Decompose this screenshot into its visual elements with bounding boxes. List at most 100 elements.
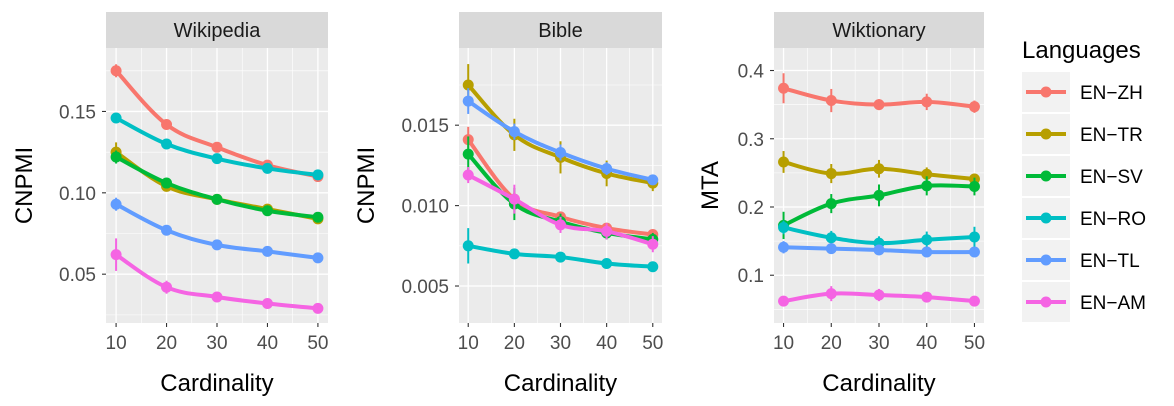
- legend-label: EN−TR: [1080, 125, 1143, 146]
- data-point: [161, 118, 173, 130]
- x-tick-label: 10: [458, 333, 479, 354]
- data-point: [647, 238, 659, 250]
- legend-item-en-am: EN−AM: [1022, 282, 1146, 322]
- legend-label: EN−AM: [1080, 293, 1146, 314]
- data-point: [312, 252, 324, 264]
- data-point: [873, 244, 885, 256]
- series-en-tl: [110, 197, 324, 264]
- series-en-ro: [110, 112, 324, 181]
- y-tick-label: 0.015: [401, 116, 449, 137]
- x-tick-label: 50: [964, 333, 985, 354]
- data-point: [110, 151, 122, 163]
- data-point: [161, 281, 173, 293]
- legend-key-point: [1040, 296, 1052, 308]
- data-point: [211, 239, 223, 251]
- y-tick-label: 0.005: [401, 277, 449, 298]
- data-point: [921, 180, 933, 192]
- data-point: [555, 219, 566, 231]
- legend-label: EN−TL: [1080, 251, 1140, 272]
- x-axis-title: Cardinality: [504, 370, 617, 397]
- data-point: [601, 225, 613, 237]
- data-point: [601, 257, 613, 269]
- data-point: [110, 249, 122, 261]
- legend-key-point: [1040, 128, 1052, 140]
- x-tick-label: 40: [596, 333, 617, 354]
- data-point: [825, 288, 837, 300]
- data-point: [825, 243, 837, 255]
- x-tick-label: 20: [504, 333, 525, 354]
- data-point: [211, 141, 223, 153]
- panel-wikipedia: Wikipedia 0.05 0.10 0.15 10 20 30 40 50 Cardinali…: [11, 12, 328, 397]
- data-point: [921, 291, 933, 303]
- data-point: [968, 246, 980, 258]
- data-point: [647, 174, 659, 186]
- facet-strip: [774, 12, 984, 48]
- y-tick-label: 0.05: [59, 265, 96, 286]
- facet-title: Wikipedia: [174, 20, 262, 42]
- x-tick-label: 20: [156, 333, 177, 354]
- data-point: [462, 148, 474, 160]
- facet-title: Bible: [538, 20, 582, 42]
- legend: Languages EN−ZH EN−TR EN−SV EN−RO EN−TL EN−AM: [1022, 37, 1146, 322]
- data-point: [462, 79, 474, 91]
- y-tick-label: 0.2: [738, 198, 764, 219]
- x-tick-label: 30: [206, 333, 227, 354]
- data-point: [968, 181, 980, 193]
- series-en-zh: [778, 73, 980, 113]
- data-point: [110, 198, 122, 210]
- x-tick-label: 40: [916, 333, 937, 354]
- series-en-am: [778, 286, 980, 307]
- data-point: [261, 205, 273, 217]
- data-point: [211, 291, 223, 303]
- series-en-tl: [778, 241, 980, 258]
- x-tick-label: 50: [642, 333, 663, 354]
- data-point: [968, 295, 980, 307]
- series-en-am: [462, 167, 659, 253]
- x-tick-label: 10: [773, 333, 794, 354]
- data-point: [161, 177, 173, 189]
- data-point: [508, 248, 520, 260]
- data-point: [312, 302, 324, 314]
- legend-title: Languages: [1022, 37, 1141, 64]
- data-point: [261, 297, 273, 309]
- series-en-tl: [462, 88, 659, 186]
- data-point: [462, 240, 474, 252]
- data-point: [873, 163, 885, 175]
- data-point: [825, 232, 837, 244]
- data-point: [508, 126, 520, 138]
- data-point: [921, 168, 933, 180]
- panel-wiktionary: Wiktionary 0.1 0.2 0.3 0.4 10 20 30 40 50 Cardinal…: [697, 12, 985, 397]
- data-point: [110, 65, 122, 77]
- data-point: [110, 112, 122, 124]
- legend-label: EN−ZH: [1080, 83, 1143, 104]
- y-axis-title: MTA: [697, 161, 724, 210]
- data-point: [921, 246, 933, 258]
- x-tick-label: 50: [307, 333, 328, 354]
- y-tick-label: 0.10: [59, 184, 96, 205]
- x-axis-title: Cardinality: [822, 370, 935, 397]
- data-point: [825, 95, 837, 107]
- legend-key-point: [1040, 254, 1052, 266]
- series-en-sv: [110, 150, 324, 223]
- legend-item-en-sv: EN−SV: [1022, 156, 1143, 196]
- panel-bible: Bible 0.005 0.010 0.015 10 20 30 40 50 Cardinalit…: [353, 12, 663, 397]
- legend-item-en-tl: EN−TL: [1022, 240, 1140, 280]
- data-point: [778, 241, 790, 253]
- y-tick-label: 0.1: [738, 266, 764, 287]
- data-point: [601, 163, 613, 175]
- data-point: [261, 245, 273, 257]
- data-point: [921, 96, 933, 108]
- data-point: [462, 95, 474, 107]
- data-point: [312, 169, 324, 181]
- x-tick-label: 30: [550, 333, 571, 354]
- facet-strip: [459, 12, 662, 48]
- data-point: [555, 251, 566, 263]
- x-tick-label: 10: [106, 333, 127, 354]
- data-point: [778, 221, 790, 233]
- data-point: [261, 162, 273, 174]
- data-point: [211, 193, 223, 205]
- y-tick-label: 0.3: [738, 130, 764, 151]
- data-point: [778, 82, 790, 94]
- data-point: [968, 231, 980, 243]
